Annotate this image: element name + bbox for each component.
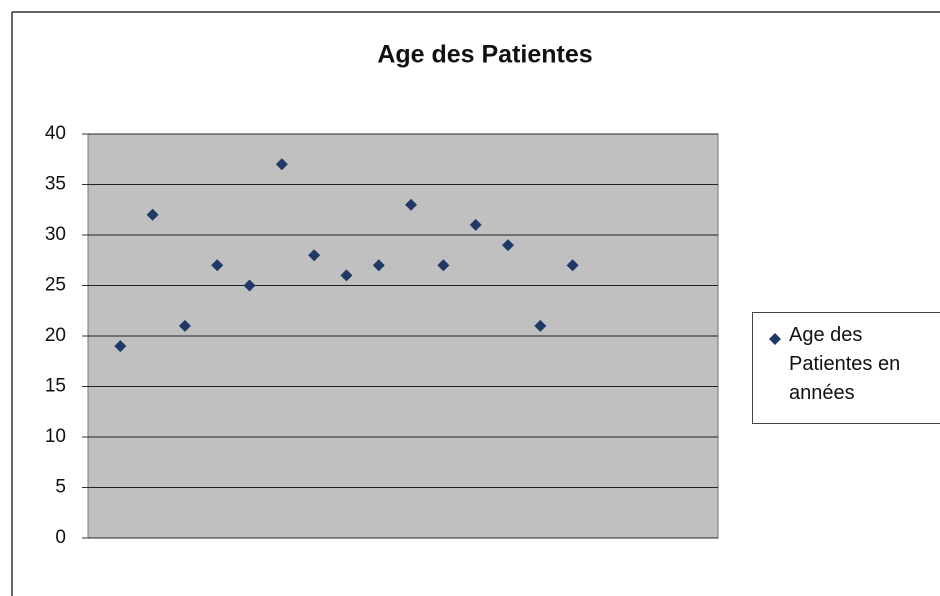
legend-marker xyxy=(769,333,781,345)
data-point xyxy=(275,158,288,171)
data-point xyxy=(469,218,482,231)
data-point xyxy=(308,249,321,262)
y-tick-label: 15 xyxy=(45,376,66,397)
data-point xyxy=(502,239,514,252)
data-point xyxy=(146,208,159,221)
y-tick-label: 35 xyxy=(45,174,66,195)
y-tick-label: 30 xyxy=(45,224,66,245)
data-point xyxy=(211,259,224,272)
legend-label: Age des Patientes en années xyxy=(789,324,901,404)
data-point xyxy=(178,319,191,332)
legend: Age des Patientes en années xyxy=(752,312,940,424)
data-point xyxy=(534,319,547,332)
y-tick-label: 0 xyxy=(55,527,66,548)
y-tick-label: 25 xyxy=(45,275,66,296)
data-point xyxy=(405,198,418,211)
data-point xyxy=(243,279,256,292)
data-point xyxy=(372,259,385,272)
y-tick-label: 5 xyxy=(55,477,66,498)
data-point xyxy=(566,259,579,272)
data-point xyxy=(340,269,353,282)
chart-title: Age des Patientes xyxy=(377,41,592,69)
data-point xyxy=(437,259,450,272)
y-tick-label: 10 xyxy=(45,426,66,447)
data-point xyxy=(114,340,127,353)
y-tick-label: 40 xyxy=(45,123,66,144)
y-tick-label: 20 xyxy=(45,325,66,346)
